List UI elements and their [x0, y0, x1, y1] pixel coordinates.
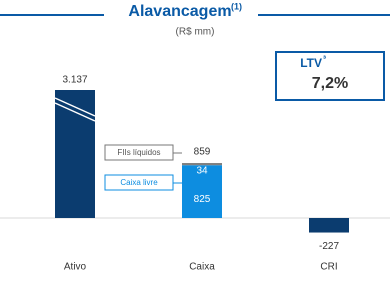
bar: [182, 165, 222, 218]
total-label: 859: [194, 147, 211, 158]
ltv-superscript: ³: [323, 53, 326, 63]
x-tick-label: Caixa: [189, 262, 215, 273]
bar: [55, 90, 95, 218]
value-label: 34: [196, 166, 208, 177]
legend-label: FIIs líquidos: [117, 148, 160, 157]
value-label: 3.137: [62, 75, 87, 86]
axis-break: [54, 97, 96, 117]
bar: [182, 163, 222, 166]
legend-label: Caixa livre: [120, 178, 158, 187]
value-label: 825: [194, 194, 211, 205]
bar: [309, 218, 349, 233]
ltv-value: 7,2%: [312, 75, 348, 92]
ltv-label: LTV: [300, 56, 322, 70]
title-superscript: (1): [231, 1, 242, 11]
x-tick-label: Ativo: [64, 262, 87, 273]
x-tick-label: CRI: [320, 262, 337, 273]
chart-subtitle: (R$ mm): [176, 27, 215, 38]
chart-title: Alavancagem: [128, 3, 231, 20]
axis-break: [54, 102, 96, 122]
ltv-box: [275, 51, 385, 101]
value-label: -227: [319, 241, 339, 252]
